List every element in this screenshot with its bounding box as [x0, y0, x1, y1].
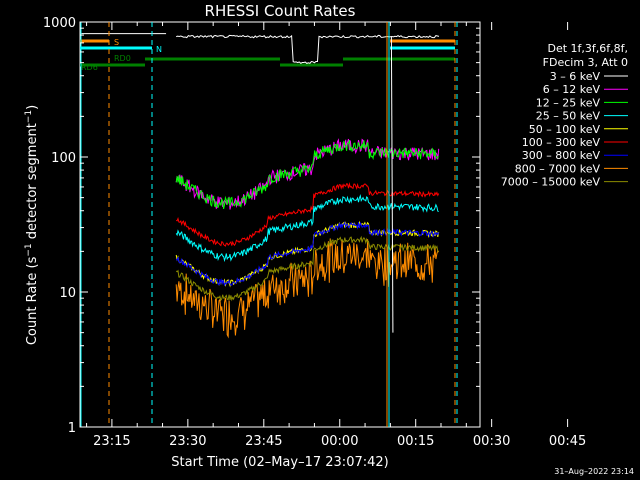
- x-tick-label: 00:15: [397, 434, 434, 449]
- flag-bar-label: RD6: [81, 63, 98, 72]
- flag-bar-label: S: [114, 38, 119, 47]
- flag-bar-label: RD0: [114, 54, 131, 63]
- legend-entry-label: 50 – 100 keV: [529, 123, 601, 136]
- plot-frame: [79, 21, 481, 428]
- y-tick-label: 1: [68, 421, 76, 436]
- series-drop: [390, 36, 394, 333]
- series-line-5: [175, 220, 440, 288]
- series-line-3: [175, 139, 439, 210]
- x-tick-label: 00:45: [549, 434, 586, 449]
- y-tick-label: 10: [59, 286, 76, 301]
- series-line-4: [175, 194, 439, 263]
- flag-bar-label: N: [156, 45, 162, 54]
- legend-entry-label: 12 – 25 keV: [536, 96, 601, 109]
- legend-entry-label: 800 – 7000 keV: [515, 162, 601, 175]
- x-tick-label: 23:45: [245, 434, 282, 449]
- legend-entry-label: 25 – 50 keV: [536, 110, 601, 123]
- chart-title: RHESSI Count Rates: [205, 2, 356, 20]
- y-tick-label: 100: [51, 151, 76, 166]
- series-line-9: [175, 235, 439, 302]
- y-axis-ticks: 1 10 100 1000: [43, 16, 480, 436]
- legend-entry-label: 7000 – 15000 keV: [501, 176, 601, 189]
- x-tick-label: 00:00: [321, 434, 358, 449]
- flag-bars: S N RD0 RD6: [80, 38, 455, 72]
- legend-entry-label: 100 – 300 keV: [522, 136, 601, 149]
- generation-timestamp: 31–Aug–2022 23:14: [554, 467, 634, 476]
- x-axis-label: Start Time (02–May–17 23:07:42): [171, 455, 388, 470]
- y-axis-label: Count Rate (s−1 detector segment−1): [24, 105, 40, 345]
- x-axis-ticks: 23:15 23:30 23:45 00:00 00:15 00:30 00:45: [86, 22, 586, 449]
- x-tick-label: 00:30: [473, 434, 510, 449]
- legend-header-line-1: Det 1f,3f,6f,8f,: [547, 42, 628, 55]
- series-line-6: [175, 182, 440, 247]
- legend-entry-label: 300 – 800 keV: [522, 149, 601, 162]
- x-tick-label: 23:15: [93, 434, 130, 449]
- series-line-7: [175, 221, 440, 286]
- y-tick-label: 1000: [43, 16, 76, 31]
- x-tick-label: 23:30: [169, 434, 206, 449]
- legend: Det 1f,3f,6f,8f, FDecim 3, Att 0 3 – 6 k…: [501, 42, 628, 189]
- legend-entry-label: 3 – 6 keV: [550, 70, 601, 83]
- vertical-markers: [80, 22, 458, 427]
- legend-header-line-2: FDecim 3, Att 0: [543, 56, 628, 69]
- series-line-1: [176, 34, 440, 64]
- series-line-8: [175, 238, 440, 339]
- data-series: [81, 33, 440, 339]
- legend-entry-label: 6 – 12 keV: [543, 83, 601, 96]
